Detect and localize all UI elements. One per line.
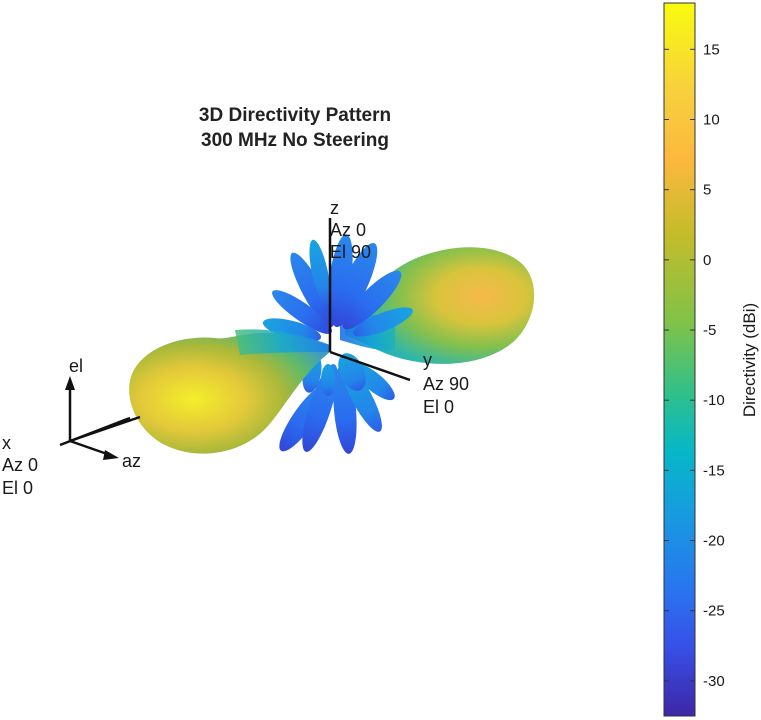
colorbar-tick-label: 5 [703, 182, 711, 199]
colorbar-tick-label: -10 [703, 392, 725, 409]
colorbar-ticks: 15 10 5 0 -5 -10 -15 -20 -25 -30 [664, 41, 725, 690]
z-axis-name: z [330, 198, 339, 218]
el-marker-label: el [69, 356, 83, 376]
z-axis-az: Az 0 [330, 220, 366, 240]
colorbar-gradient [663, 2, 696, 717]
y-axis-line [329, 350, 411, 382]
colorbar: 15 10 5 0 -5 -10 -15 -20 -25 -30 Directivity (dBi… [663, 2, 759, 717]
title-line-2: 300 MHz No Steering [201, 130, 389, 151]
colorbar-tick-label: -15 [703, 462, 725, 479]
colorbar-tick-label: 15 [703, 41, 720, 58]
az-marker-label: az [122, 451, 141, 471]
colorbar-label: Directivity (dBi) [740, 303, 759, 417]
front-main-lobe [129, 329, 330, 454]
y-axis-name: y [423, 350, 432, 370]
x-axis-az: Az 0 [2, 455, 38, 475]
x-axis-name: x [2, 433, 11, 453]
side-lobes [262, 234, 413, 454]
colorbar-tick-label: -20 [703, 533, 725, 550]
colorbar-tick-label: 0 [703, 252, 711, 269]
chart-title: 3D Directivity Pattern 300 MHz No Steeri… [95, 103, 495, 153]
x-axis-el: El 0 [2, 478, 33, 498]
z-axis-el: El 90 [330, 242, 371, 262]
y-axis-el: El 0 [423, 397, 454, 417]
y-axis-az: Az 90 [423, 374, 469, 394]
colorbar-tick-label: -25 [703, 603, 725, 620]
colorbar-tick-label: -5 [703, 322, 716, 339]
colorbar-tick-label: 10 [703, 111, 720, 128]
el-arrow-icon [65, 376, 75, 390]
az-el-triad [65, 376, 141, 460]
colorbar-tick-label: -30 [703, 673, 725, 690]
az-arrow-icon [103, 450, 119, 460]
title-line-1: 3D Directivity Pattern [198, 105, 392, 126]
